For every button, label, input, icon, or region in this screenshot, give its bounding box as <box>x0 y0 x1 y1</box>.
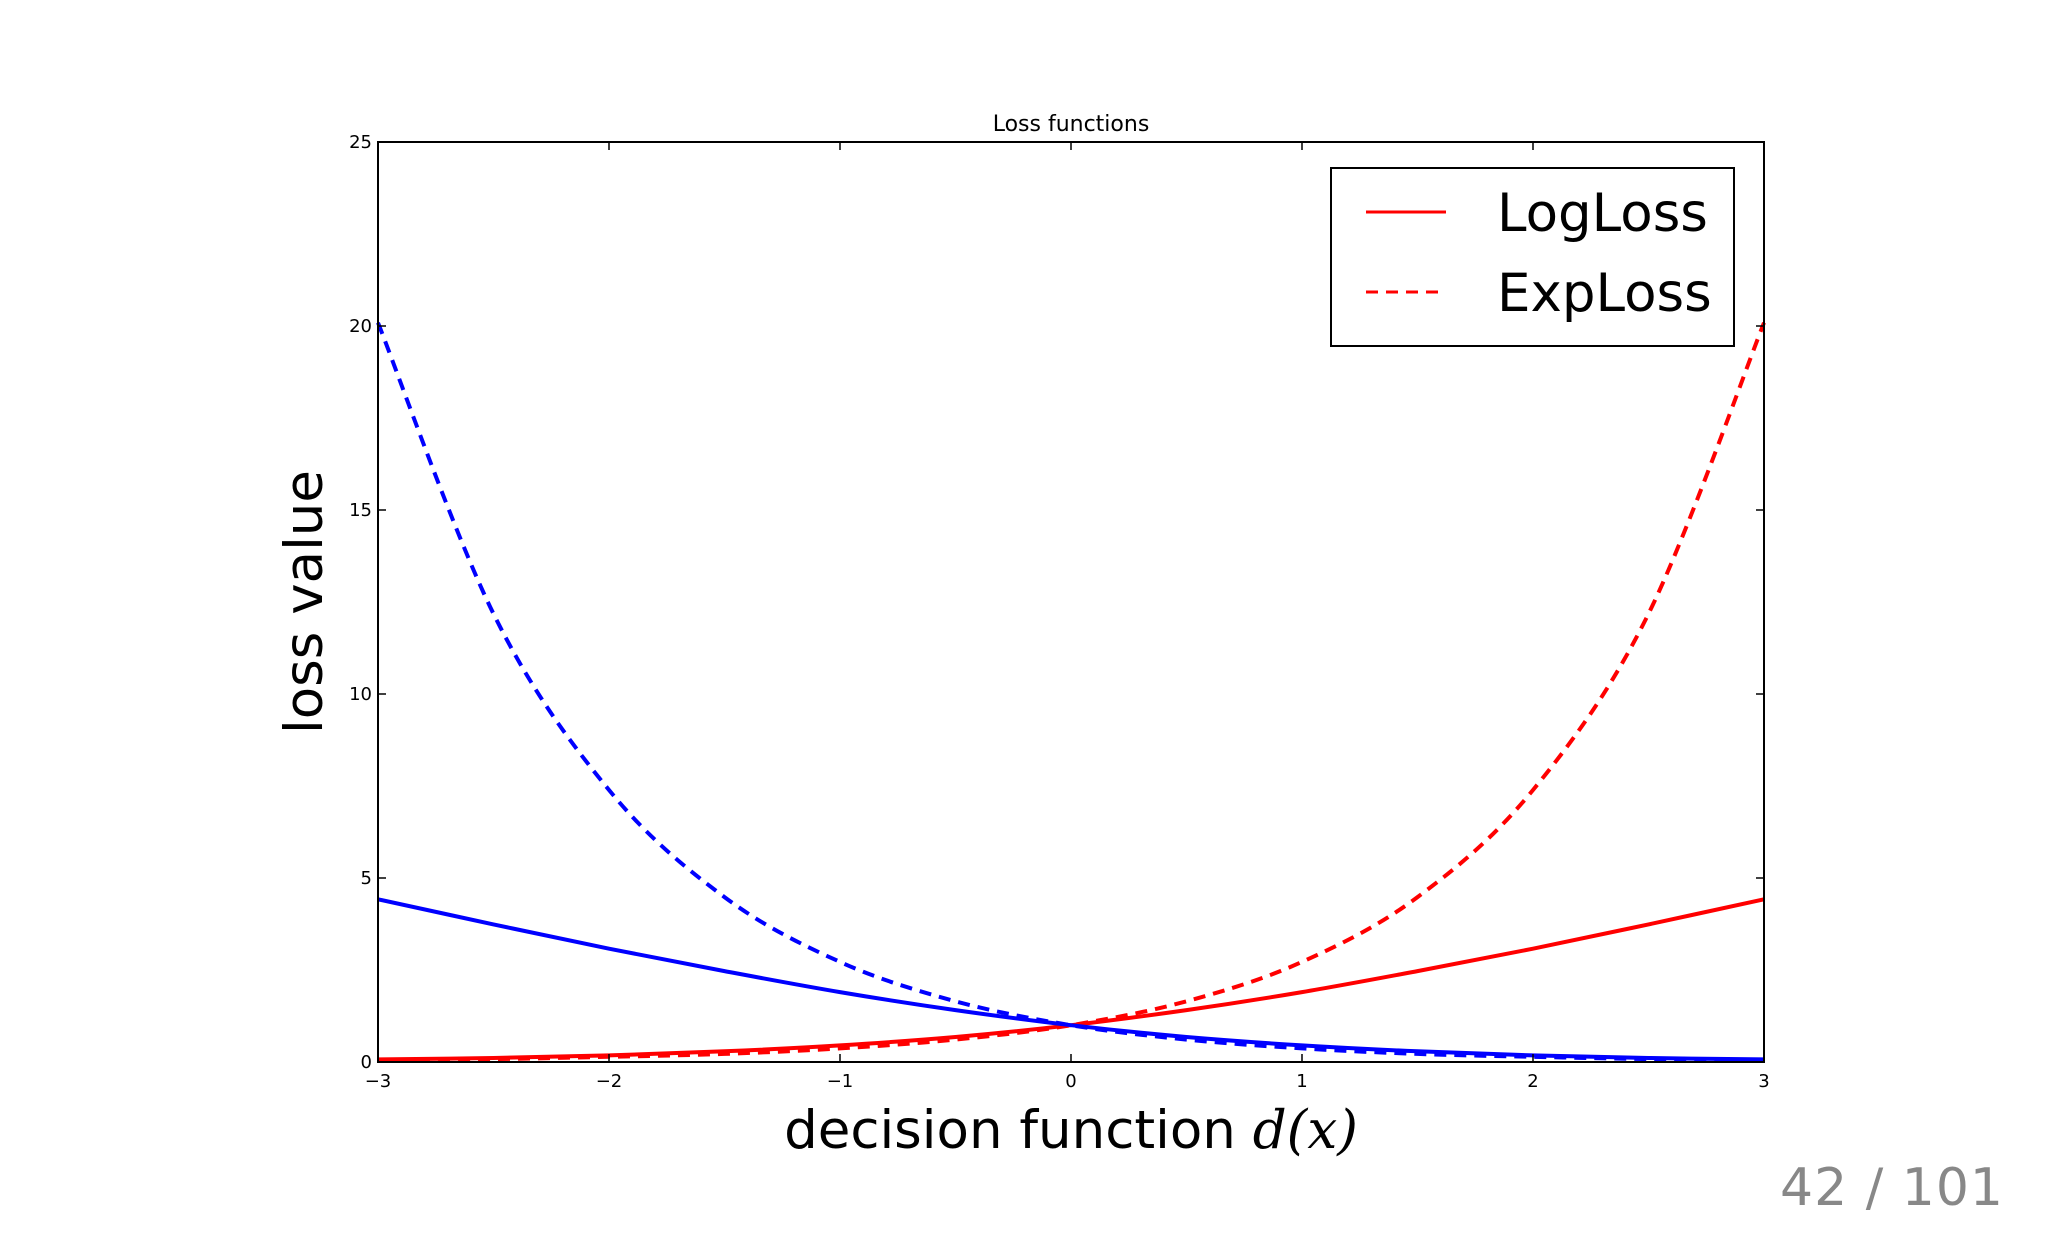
x-tick-label: −1 <box>827 1071 854 1092</box>
x-tick-label: −3 <box>365 1071 392 1092</box>
x-axis-label-math: d(x) <box>1253 1100 1358 1161</box>
x-tick-label: −2 <box>596 1071 623 1092</box>
y-tick-label: 5 <box>361 868 372 889</box>
x-tick-label: 1 <box>1296 1071 1307 1092</box>
series-exploss-blue <box>376 321 1765 1063</box>
y-tick-label: 0 <box>361 1052 372 1073</box>
page-number: 42 / 101 <box>1780 1158 2004 1218</box>
x-axis-label-text: decision function <box>784 1100 1236 1161</box>
x-tick-label: 3 <box>1758 1071 1769 1092</box>
series-exploss-red <box>377 321 1766 1063</box>
y-tick-label: 15 <box>349 500 372 521</box>
x-tick-label: 2 <box>1527 1071 1538 1092</box>
y-axis-label: loss value <box>274 470 335 734</box>
y-tick-label: 20 <box>349 316 372 337</box>
x-tick-label: 0 <box>1065 1071 1076 1092</box>
legend-label-exploss: ExpLoss <box>1497 263 1712 324</box>
y-tick-label: 25 <box>349 132 372 153</box>
legend-box <box>1330 167 1735 347</box>
legend-label-logloss: LogLoss <box>1497 183 1708 244</box>
legend: LogLoss ExpLoss <box>1330 167 1735 347</box>
tick-layer: −3 −2 −1 0 1 2 3 0 5 10 15 20 25 <box>349 132 1770 1092</box>
x-axis-label: decision function d(x) <box>784 1100 1358 1161</box>
chart-title: Loss functions <box>993 112 1150 137</box>
y-tick-label: 10 <box>349 684 372 705</box>
